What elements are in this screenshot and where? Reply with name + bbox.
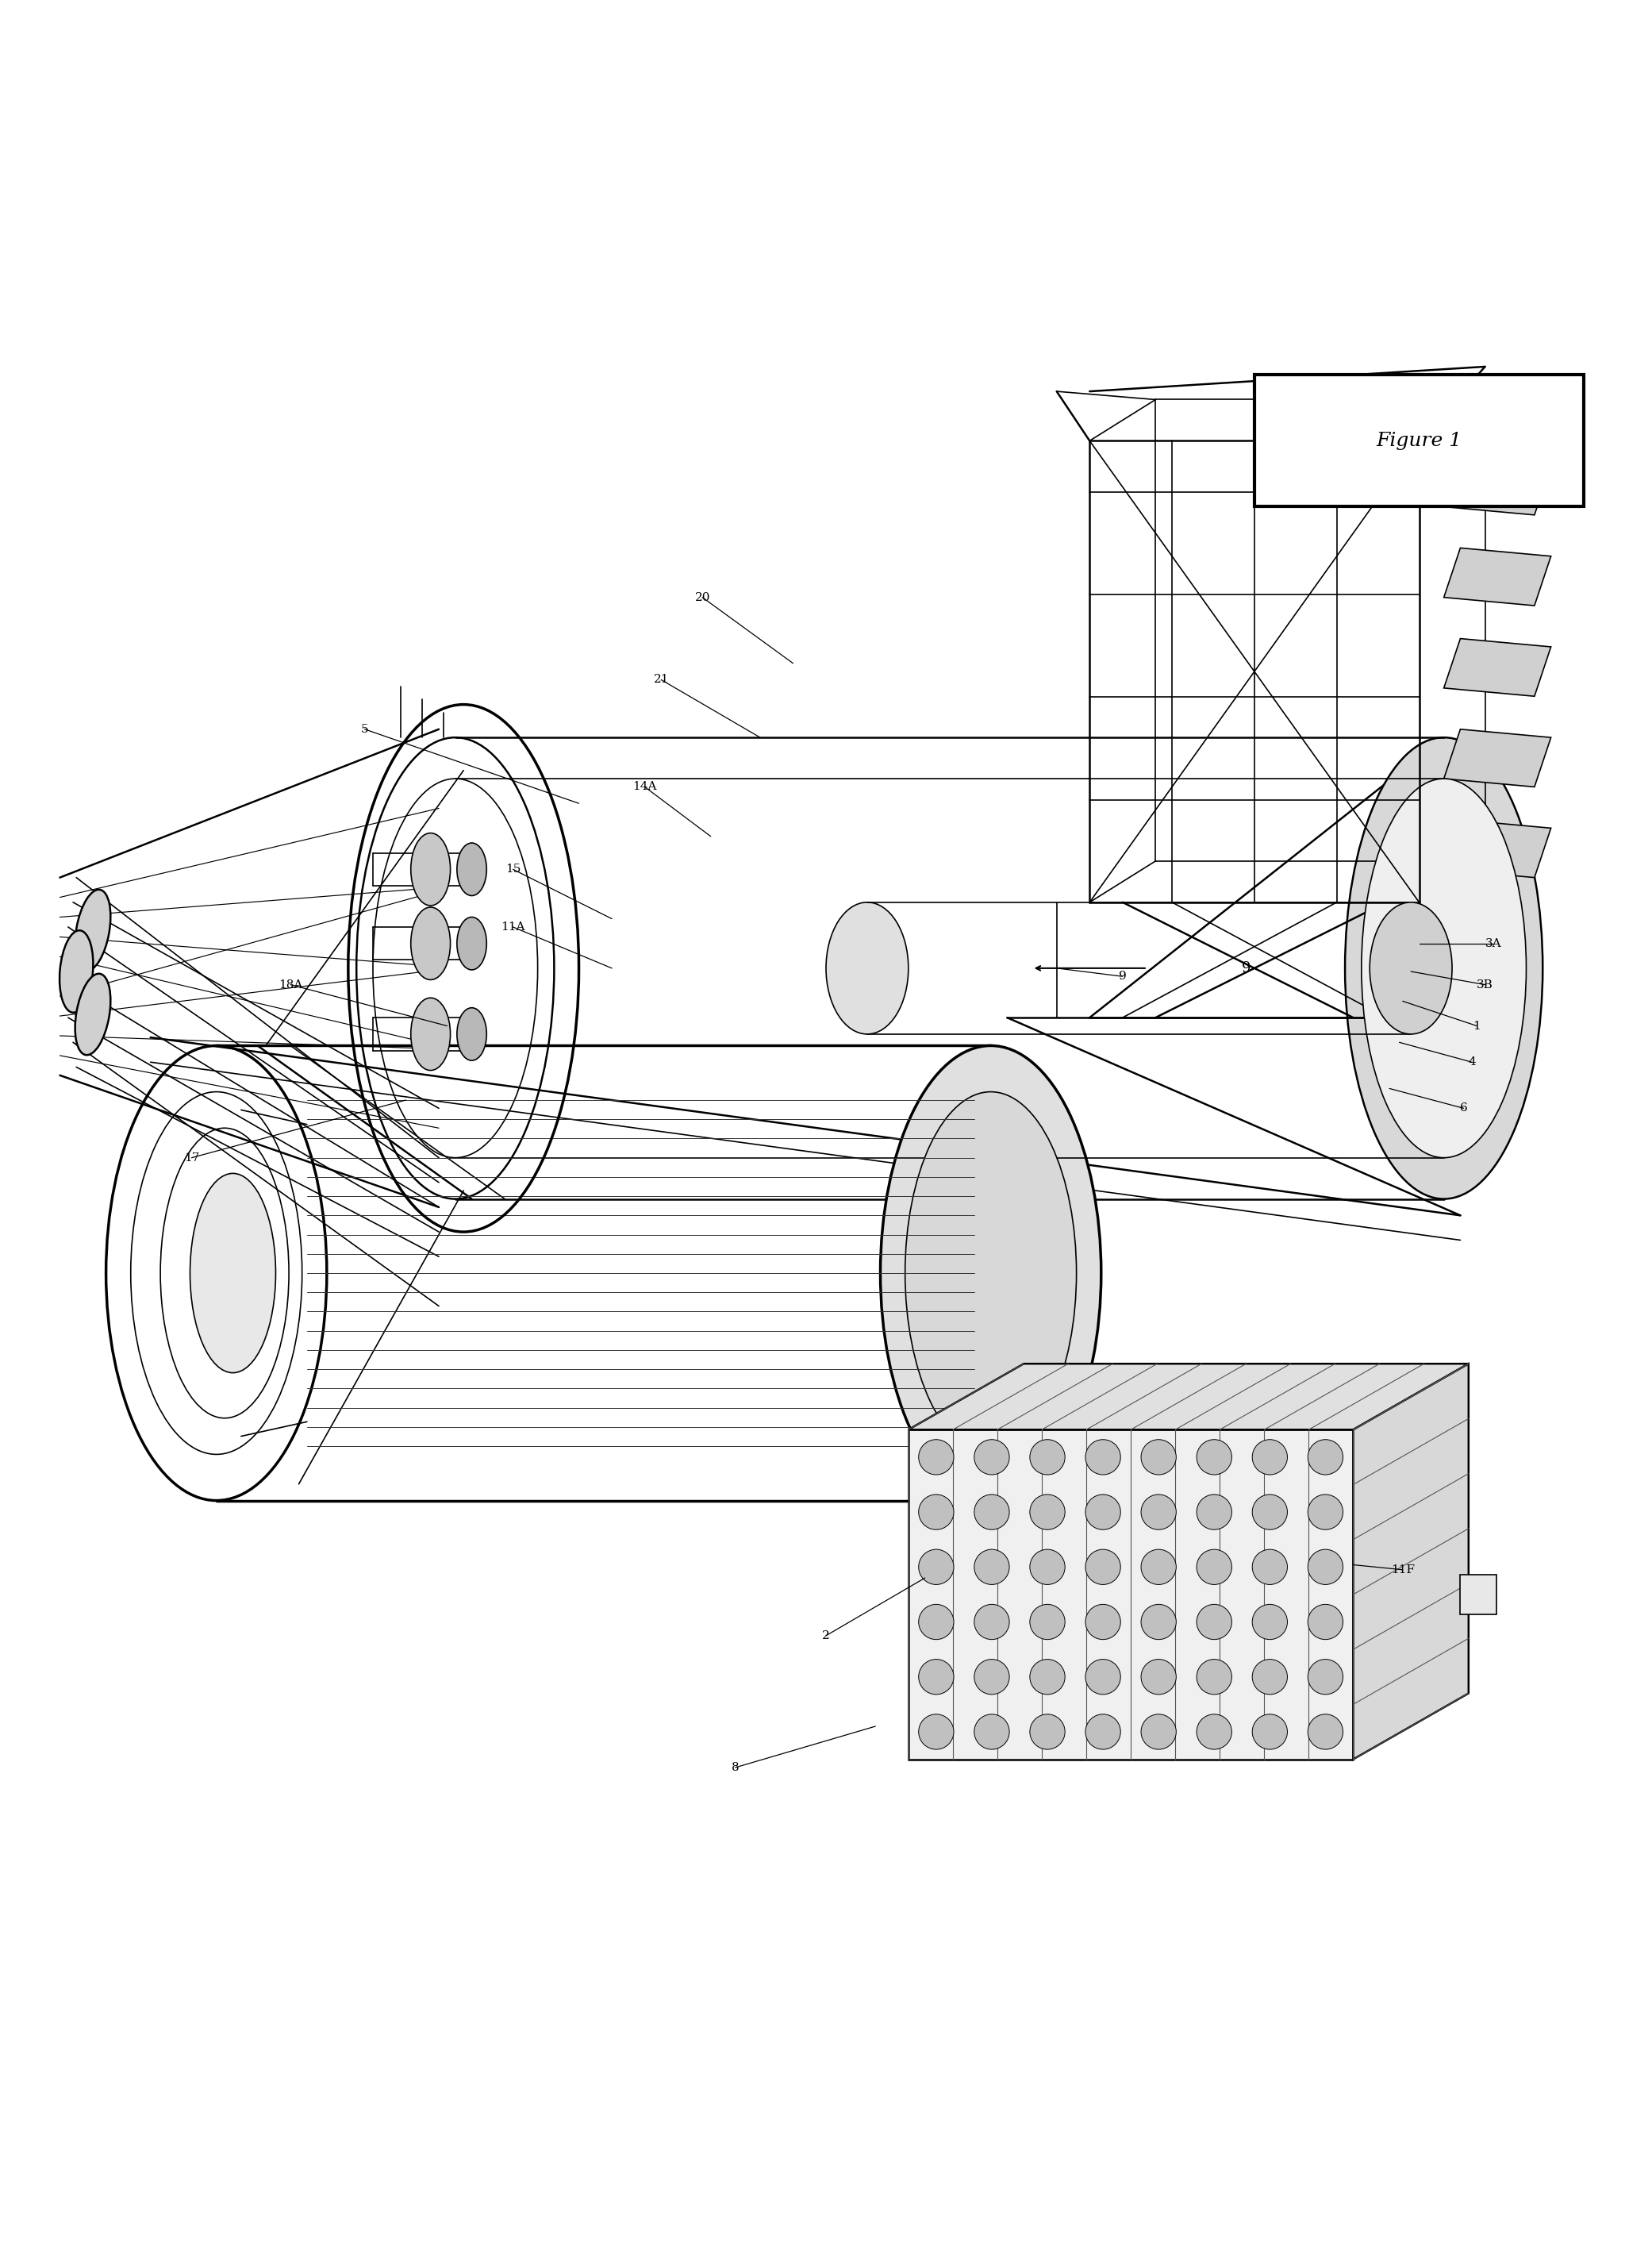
Ellipse shape <box>74 891 111 970</box>
Text: 2: 2 <box>823 1629 829 1641</box>
Polygon shape <box>1444 548 1551 605</box>
Ellipse shape <box>1361 780 1526 1158</box>
Circle shape <box>919 1604 953 1641</box>
Text: 3A: 3A <box>1485 938 1502 949</box>
Ellipse shape <box>1345 736 1543 1199</box>
Text: 18A: 18A <box>279 979 302 990</box>
Circle shape <box>1252 1496 1287 1530</box>
Ellipse shape <box>411 906 451 979</box>
Text: 3B: 3B <box>1477 979 1493 990</box>
Circle shape <box>1196 1439 1232 1475</box>
Circle shape <box>1252 1659 1287 1695</box>
Circle shape <box>1196 1604 1232 1641</box>
Polygon shape <box>1444 820 1551 877</box>
Circle shape <box>975 1604 1009 1641</box>
Circle shape <box>1308 1659 1343 1695</box>
Bar <box>1460 1575 1497 1613</box>
Circle shape <box>1252 1604 1287 1641</box>
Text: 14A: 14A <box>633 782 657 793</box>
Circle shape <box>975 1550 1009 1584</box>
Circle shape <box>1085 1496 1120 1530</box>
Circle shape <box>1029 1439 1066 1475</box>
Text: 9: 9 <box>1242 961 1251 974</box>
Ellipse shape <box>826 902 909 1033</box>
Circle shape <box>1196 1496 1232 1530</box>
Circle shape <box>1029 1550 1066 1584</box>
Text: 6: 6 <box>1460 1104 1467 1115</box>
Circle shape <box>1308 1550 1343 1584</box>
Circle shape <box>1252 1439 1287 1475</box>
Ellipse shape <box>411 834 451 906</box>
Ellipse shape <box>905 1092 1077 1455</box>
Ellipse shape <box>190 1174 276 1373</box>
Ellipse shape <box>59 931 93 1013</box>
Text: 17: 17 <box>183 1151 200 1162</box>
Polygon shape <box>1444 458 1551 514</box>
Circle shape <box>1029 1713 1066 1749</box>
Circle shape <box>919 1550 953 1584</box>
Text: 1: 1 <box>1474 1020 1480 1031</box>
Circle shape <box>919 1496 953 1530</box>
Circle shape <box>919 1659 953 1695</box>
Ellipse shape <box>458 918 487 970</box>
Polygon shape <box>1353 1364 1469 1758</box>
Bar <box>1254 374 1584 508</box>
Circle shape <box>1196 1550 1232 1584</box>
Circle shape <box>1142 1439 1176 1475</box>
Bar <box>909 1430 1353 1758</box>
Ellipse shape <box>881 1045 1102 1500</box>
Text: 21: 21 <box>654 675 669 684</box>
Circle shape <box>1029 1496 1066 1530</box>
Text: 5: 5 <box>360 723 368 734</box>
Circle shape <box>1308 1604 1343 1641</box>
Text: 8: 8 <box>732 1763 738 1772</box>
Circle shape <box>1029 1604 1066 1641</box>
Circle shape <box>1142 1550 1176 1584</box>
Circle shape <box>1142 1604 1176 1641</box>
Circle shape <box>1085 1713 1120 1749</box>
Circle shape <box>975 1439 1009 1475</box>
Circle shape <box>1085 1439 1120 1475</box>
Ellipse shape <box>458 1008 487 1060</box>
Circle shape <box>975 1496 1009 1530</box>
Circle shape <box>1029 1659 1066 1695</box>
Text: 11F: 11F <box>1391 1564 1414 1575</box>
Circle shape <box>1308 1713 1343 1749</box>
Circle shape <box>975 1713 1009 1749</box>
Text: Figure 1: Figure 1 <box>1376 433 1462 451</box>
Circle shape <box>1196 1713 1232 1749</box>
Circle shape <box>919 1439 953 1475</box>
Ellipse shape <box>74 974 111 1056</box>
Circle shape <box>1142 1496 1176 1530</box>
Circle shape <box>1085 1659 1120 1695</box>
Text: 20: 20 <box>695 591 710 603</box>
Circle shape <box>1308 1496 1343 1530</box>
Ellipse shape <box>411 997 451 1070</box>
Ellipse shape <box>458 843 487 895</box>
Circle shape <box>1142 1713 1176 1749</box>
Polygon shape <box>1444 730 1551 786</box>
Circle shape <box>1142 1659 1176 1695</box>
Circle shape <box>1252 1713 1287 1749</box>
Circle shape <box>975 1659 1009 1695</box>
Ellipse shape <box>1370 902 1452 1033</box>
Circle shape <box>919 1713 953 1749</box>
Circle shape <box>1196 1659 1232 1695</box>
Polygon shape <box>1444 639 1551 696</box>
Text: 11A: 11A <box>501 922 525 934</box>
Circle shape <box>1308 1439 1343 1475</box>
Text: 9: 9 <box>1118 970 1127 981</box>
Text: 4: 4 <box>1469 1056 1475 1067</box>
Text: 15: 15 <box>506 863 520 875</box>
Circle shape <box>1085 1604 1120 1641</box>
Circle shape <box>1252 1550 1287 1584</box>
Polygon shape <box>909 1364 1469 1430</box>
Circle shape <box>1085 1550 1120 1584</box>
